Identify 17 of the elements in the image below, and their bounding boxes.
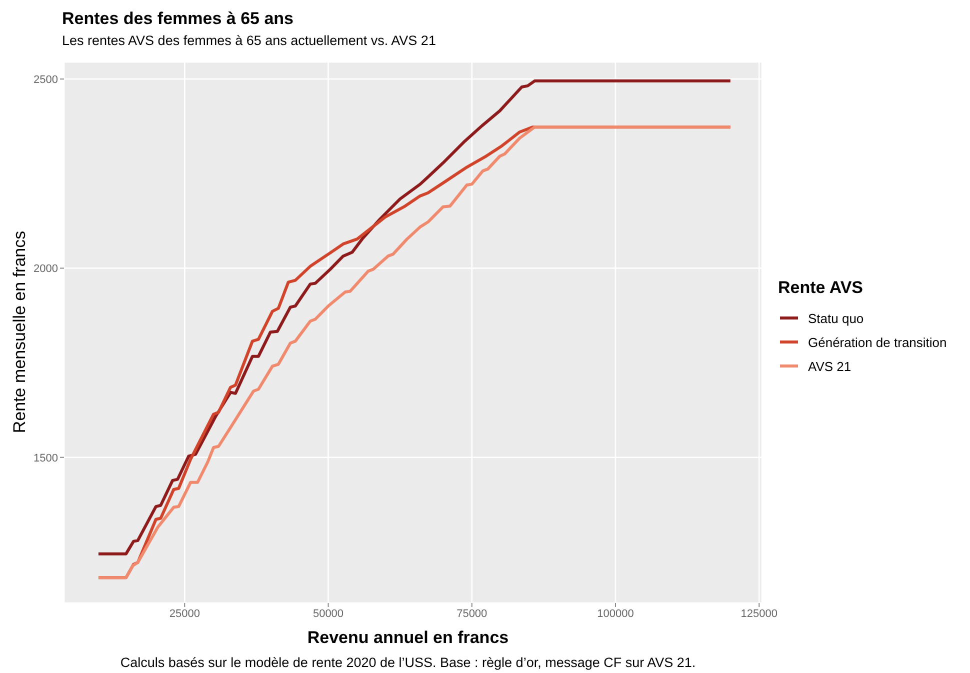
x-tick-label: 125000 [740, 608, 778, 620]
x-tick-label: 100000 [597, 608, 634, 620]
x-axis-title: Revenu annuel en francs [306, 628, 510, 648]
legend-label: AVS 21 [808, 358, 852, 374]
y-tick-label: 2500 [34, 74, 58, 86]
x-tick-label: 25000 [169, 608, 200, 620]
legend-label: Statu quo [808, 310, 864, 326]
y-tick-label: 2000 [34, 263, 58, 276]
legend-title: Rente AVS [778, 278, 864, 298]
y-axis-title: Rente mensuelle en francs [10, 230, 30, 434]
x-tick-label: 75000 [456, 608, 488, 620]
x-tick-label: 50000 [312, 608, 344, 620]
y-tick-label: 1500 [34, 452, 58, 464]
legend-label: Génération de transition [808, 334, 947, 350]
chart-subtitle: Les rentes AVS des femmes à 65 ans actuellement vs. AVS 21 [62, 33, 436, 48]
chart-title: Rentes des femmes à 65 ans [62, 9, 294, 29]
text: Calculs basés sur le modèle de rente 2020 de l’USS. Base : règle d’or, message CF sur AVS 21. [119, 655, 697, 670]
